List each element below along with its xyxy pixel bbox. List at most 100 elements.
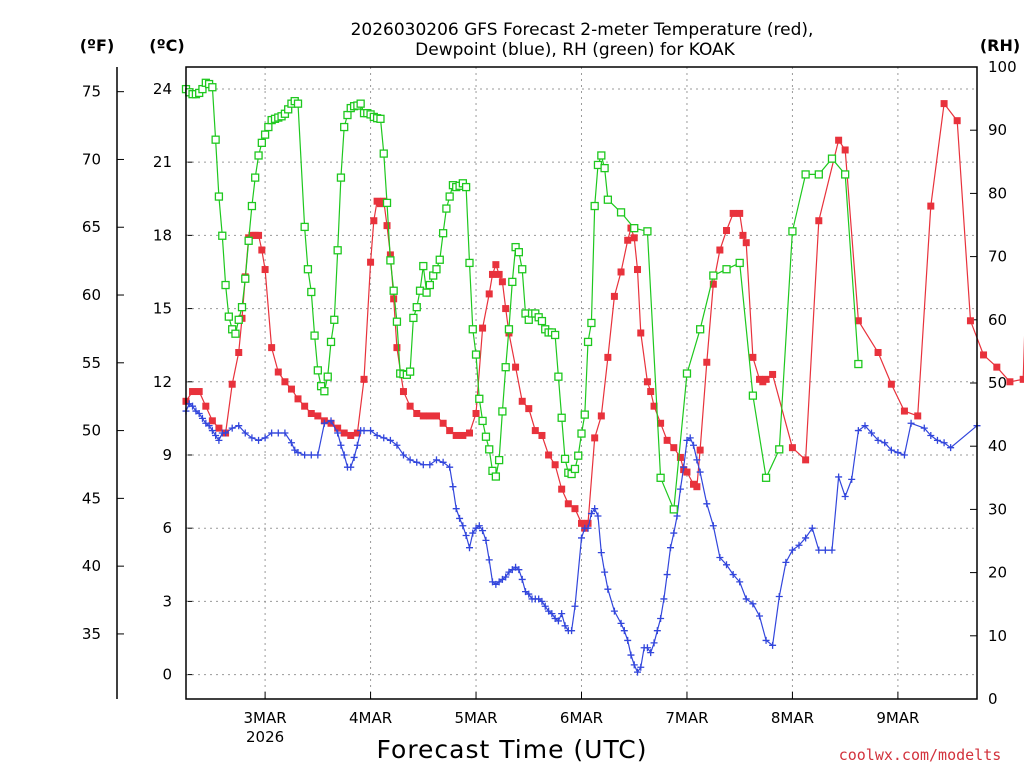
rh-point [854, 359, 863, 369]
dewpoint-point [320, 419, 328, 427]
rh-point [775, 445, 784, 454]
fahrenheit-tick-label: 45 [82, 489, 101, 507]
rh-point [478, 416, 487, 426]
dewpoint-point [380, 434, 388, 442]
rh-point [761, 473, 771, 482]
dewpoint-point [597, 549, 605, 557]
rh-point [841, 170, 850, 179]
dewpoint-point [762, 636, 770, 644]
dewpoint-point [475, 522, 483, 530]
rh-point [471, 350, 481, 359]
rh-point [788, 227, 797, 236]
dewpoint-point [673, 512, 681, 520]
dewpoint-point [419, 461, 427, 469]
dewpoint-point [274, 429, 282, 437]
celsius-tick-label: 15 [153, 300, 172, 318]
temperature-point [413, 410, 421, 418]
rh-point [722, 265, 731, 274]
temperature-point [762, 375, 770, 383]
rh-point [333, 246, 342, 255]
x-tick-label: 5MAR [454, 709, 497, 727]
rh-point [669, 505, 678, 514]
temperature-point [274, 368, 282, 376]
dewpoint-point [680, 463, 688, 471]
dewpoint-point [485, 556, 493, 564]
fahrenheit-tick-label: 65 [82, 218, 101, 236]
plot-frame [185, 66, 978, 700]
dewpoint-point [195, 410, 203, 418]
rh-point [307, 287, 316, 297]
dewpoint-point [235, 422, 243, 430]
rh-point [257, 138, 266, 147]
dewpoint-point [446, 463, 454, 471]
dewpoint-point [558, 610, 566, 618]
rh-point [432, 265, 441, 274]
dewpoint-point [525, 590, 533, 598]
celsius-unit-label: (ºC) [149, 36, 184, 55]
dewpoint-point [795, 541, 803, 549]
dewpoint-point [360, 427, 368, 435]
temperature-point [202, 402, 210, 410]
dewpoint-point [660, 595, 668, 603]
dewpoint-point [393, 441, 401, 449]
rh-point [827, 154, 837, 163]
rh-point [735, 258, 744, 268]
rh-point [422, 288, 431, 297]
dewpoint-point [788, 546, 796, 554]
dewpoint-point [643, 644, 651, 652]
dewpoint-point [268, 429, 276, 437]
dewpoint-point [426, 461, 434, 469]
rh-point [590, 201, 599, 211]
celsius-axis: 0 3 6 9 12 15 18 21 24 [153, 80, 193, 684]
temperature-point [663, 436, 671, 444]
temperature-point [676, 453, 684, 461]
fahrenheit-tick-label: 70 [82, 150, 101, 168]
temperature-point [709, 280, 717, 288]
rh-point [603, 195, 613, 204]
temperature-point [900, 407, 908, 415]
temperature-point [736, 209, 744, 217]
temperature-point [452, 431, 460, 439]
rh-point [475, 394, 484, 403]
rh-point [412, 303, 421, 312]
celsius-tick-label: 0 [162, 666, 172, 684]
celsius-tick-label: 6 [162, 519, 172, 537]
rh-point [247, 201, 257, 211]
dewpoint-point [848, 475, 856, 483]
rh-point [468, 325, 477, 334]
dewpoint-point [212, 431, 220, 439]
rh-point [696, 325, 705, 334]
temperature-point [485, 290, 493, 298]
rh-line [185, 82, 859, 510]
rh-point [260, 130, 270, 139]
dewpoint-point [920, 424, 928, 432]
rh-point [656, 473, 665, 482]
temperature-point [426, 412, 434, 420]
temperature-point [314, 412, 322, 420]
series-dewpoint [182, 400, 981, 676]
celsius-tick-label: 3 [162, 592, 172, 610]
temperature-point [703, 358, 711, 366]
rh-point [550, 330, 560, 340]
rh-tick-label: 10 [988, 627, 1007, 645]
temperature-point [228, 380, 236, 388]
temperature-point [993, 363, 1001, 371]
dewpoint-point [933, 436, 941, 444]
dewpoint-point [482, 536, 490, 544]
dewpoint-point [894, 449, 902, 457]
temperature-point [729, 209, 737, 217]
temperature-point [353, 429, 361, 437]
dewpoint-point [198, 414, 206, 422]
dewpoint-point [775, 593, 783, 601]
temperature-point [195, 388, 203, 396]
dewpoint-point [459, 522, 467, 530]
dewpoint-point [627, 651, 635, 659]
dewpoint-point [716, 553, 724, 561]
dewpoint-point [587, 510, 595, 518]
temperature-point [465, 429, 473, 437]
dewpoint-point [228, 424, 236, 432]
temperature-point [578, 519, 585, 527]
dewpoint-point [456, 514, 464, 522]
temperature-point [459, 431, 467, 439]
